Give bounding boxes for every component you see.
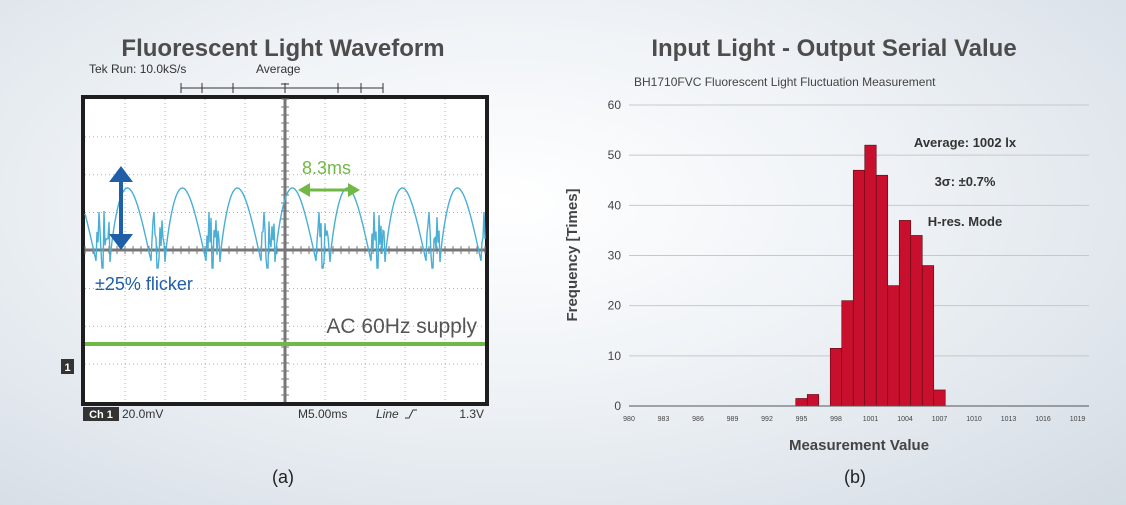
footer-trigger: Line [376,407,399,421]
x-tick-label: 998 [830,416,842,423]
channel-badge-label: Ch 1 [89,409,113,421]
x-tick-label: 1016 [1035,416,1051,423]
flicker-label: ±25% flicker [95,274,193,294]
annotation-mode: H-res. Mode [928,214,1002,229]
footer-scale: 20.0mV [122,407,163,421]
chart-bars [795,144,946,407]
x-tick-label: 992 [761,416,773,423]
annotation-sigma: 3σ: ±0.7% [935,174,996,189]
y-tick-label: 30 [608,249,622,263]
y-tick-label: 20 [608,299,622,313]
histogram-bar [910,235,923,407]
x-tick-label: 1007 [932,416,948,423]
x-tick-label: 986 [692,416,704,423]
waveform-trace [84,187,486,269]
histogram-title: Input Light - Output Serial Value [651,35,1016,62]
caption-a: (a) [272,467,294,487]
x-tick-label: 989 [727,416,739,423]
x-tick-label: 1013 [1001,416,1017,423]
y-tick-label: 50 [608,148,622,162]
histogram-bar [829,348,843,407]
trigger-position-ruler [180,83,384,93]
caption-b: (b) [844,467,866,487]
y-tick-label: 0 [614,399,621,413]
footer-level: 1.3V [459,407,484,421]
histogram-bar [852,169,866,407]
trigger-slope-icon [405,409,417,419]
supply-label: AC 60Hz supply [326,315,477,338]
x-tick-label: 1004 [897,416,913,423]
waveform-title: Fluorescent Light Waveform [121,35,444,62]
histogram-panel: Input Light - Output Serial Value BH1710… [564,35,1089,487]
period-arrow-icon [298,183,360,197]
y-axis-label: Frequency [Times] [564,188,581,321]
x-tick-labels: 980 983 986 989 992 995 998 1001 1004 1007 1010 101… [623,416,1085,423]
histogram-bar [806,394,820,407]
y-tick-labels: 0 10 20 30 40 50 60 [608,98,622,413]
oscilloscope-panel: Fluorescent Light Waveform Tek Run: 10.0… [61,35,489,487]
channel-badge [83,407,119,421]
histogram-bar [841,300,854,407]
histogram-bar [875,174,889,407]
histogram-bar [933,389,946,407]
x-tick-label: 1001 [863,416,879,423]
x-tick-label: 1010 [966,416,982,423]
footer-time: M5.00ms [298,407,347,421]
y-tick-label: 10 [608,349,622,363]
x-tick-label: 980 [623,416,635,423]
histogram-bar [864,144,877,407]
histogram-bar [795,398,808,407]
histogram-bar [921,265,935,407]
x-tick-label: 995 [796,416,808,423]
x-tick-label: 1019 [1070,416,1086,423]
x-tick-label: 983 [658,416,670,423]
x-axis-label: Measurement Value [789,437,929,454]
flicker-arrow-icon [109,166,133,250]
chart-subtitle: BH1710FVC Fluorescent Light Fluctuation … [634,75,936,89]
scope-header: Tek Run: 10.0kS/s [89,62,186,76]
histogram-bar [887,285,900,407]
channel-marker-label: 1 [64,362,70,374]
histogram-bar [898,220,912,407]
y-tick-label: 60 [608,98,622,112]
annotation-average: Average: 1002 lx [914,135,1017,150]
scope-mode: Average [256,62,301,76]
period-label: 8.3ms [302,158,351,178]
y-tick-label: 40 [608,198,622,212]
channel-marker [61,359,74,374]
